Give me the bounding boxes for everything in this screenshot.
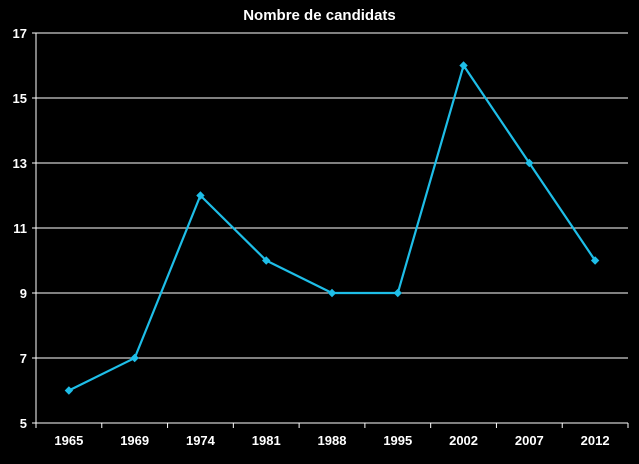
y-tick-label-7: 7 [20, 351, 27, 366]
data-point-1995 [393, 288, 402, 298]
series-layer [64, 61, 600, 395]
data-point-2002 [459, 61, 468, 70]
data-point-1965 [64, 386, 74, 395]
data-point-1969 [130, 353, 139, 363]
y-tick-labels: 5 7 9 11 13 15 17 [13, 26, 27, 431]
data-point-1988 [327, 288, 337, 298]
x-tick-label-1995: 1995 [383, 433, 412, 448]
data-point-1974 [196, 191, 205, 200]
y-tick-label-17: 17 [13, 26, 27, 41]
chart-title: Nombre de candidats [243, 7, 396, 24]
x-tick-labels: 1965 1969 1974 1981 1988 1995 2002 2007 2012 [54, 433, 609, 448]
y-tick-label-9: 9 [20, 286, 27, 301]
x-tick-label-2007: 2007 [515, 433, 544, 448]
x-tick-label-1974: 1974 [186, 433, 216, 448]
x-tick-label-2012: 2012 [581, 433, 610, 448]
x-tick-label-2002: 2002 [449, 433, 478, 448]
x-tick-label-1965: 1965 [54, 433, 83, 448]
x-tick-label-1969: 1969 [120, 433, 149, 448]
data-point-2007 [525, 158, 534, 168]
gridlines [36, 32, 628, 359]
axes [32, 32, 629, 428]
y-tick-label-5: 5 [20, 416, 27, 431]
y-tick-label-11: 11 [13, 221, 27, 236]
y-tick-label-13: 13 [13, 156, 27, 171]
data-point-1981 [262, 256, 271, 265]
x-tick-label-1988: 1988 [318, 433, 347, 448]
y-tick-label-15: 15 [13, 91, 27, 106]
data-point-2012 [590, 256, 600, 265]
x-tick-label-1981: 1981 [252, 433, 281, 448]
